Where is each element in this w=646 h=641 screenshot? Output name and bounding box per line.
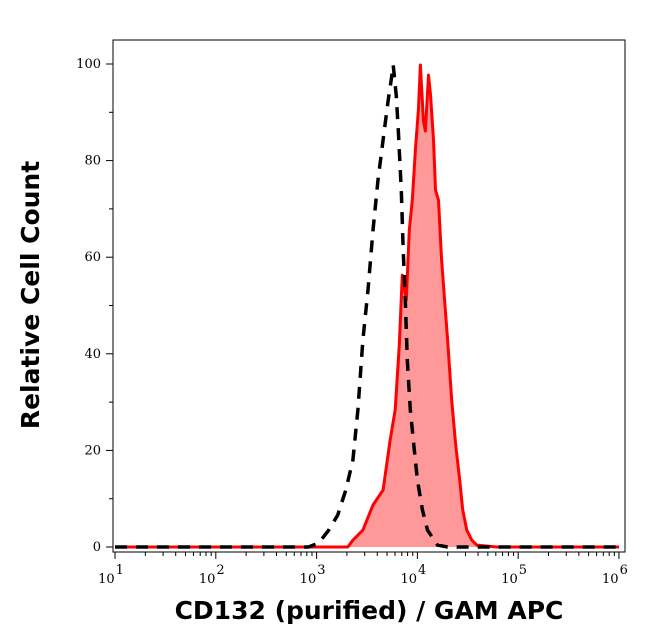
x-tick-exponent: 5 [519,563,527,578]
x-tick-label: 105 [501,563,527,587]
x-tick-base: 10 [300,572,317,587]
plot-area [112,39,626,553]
y-tick-label: 40 [84,347,101,362]
y-axis-title: Relative Cell Count [16,161,45,429]
y-tick-label: 0 [93,540,101,555]
x-tick-base: 10 [501,572,518,587]
histogram-line-stained [115,63,619,549]
x-tick-exponent: 2 [216,563,224,578]
x-tick-label: 104 [400,563,426,587]
x-tick-label: 106 [602,563,628,587]
x-tick-exponent: 4 [418,563,426,578]
y-tick-label: 20 [84,443,101,458]
histogram-line-control [115,64,619,549]
x-tick-base: 10 [602,572,619,587]
y-tick-label: 60 [84,250,101,265]
x-tick-base: 10 [98,572,115,587]
x-tick-label: 103 [300,563,326,587]
y-tick-label: 100 [76,57,101,72]
x-tick-label: 102 [199,563,225,587]
x-tick-base: 10 [400,572,417,587]
x-tick-base: 10 [199,572,216,587]
x-tick-exponent: 3 [317,563,325,578]
x-tick-exponent: 6 [620,563,628,578]
y-tick-label: 80 [84,154,101,169]
x-tick-label: 101 [98,563,124,587]
x-tick-exponent: 1 [116,563,124,578]
x-axis-title: CD132 (purified) / GAM APC [175,596,564,625]
